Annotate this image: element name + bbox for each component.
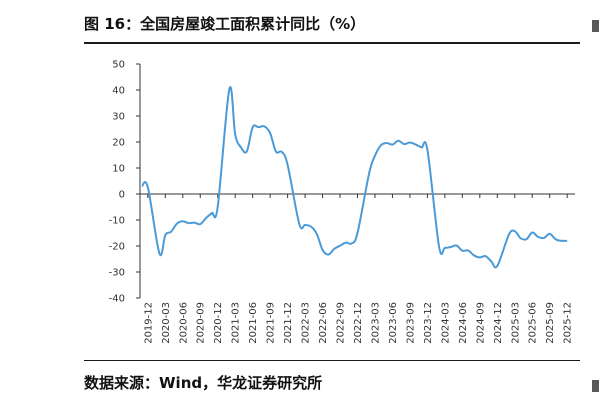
- figure-title: 图 16：全国房屋竣工面积累计同比（%）: [84, 15, 366, 33]
- y-tick-label: 40: [112, 86, 125, 97]
- x-tick-label: 2023-09: [405, 302, 416, 344]
- x-tick-label: 2023-03: [370, 302, 381, 344]
- y-tick-label: 20: [112, 138, 125, 149]
- x-tick-label: 2025-06: [528, 302, 539, 344]
- x-tick-label: 2019-12: [143, 302, 154, 344]
- figure-source: 数据来源：Wind，华龙证券研究所: [84, 374, 323, 392]
- x-tick-label: 2022-03: [301, 302, 312, 344]
- x-tick-label: 2020-12: [213, 302, 224, 344]
- y-tick-label: -20: [109, 242, 125, 253]
- x-tick-label: 2024-09: [475, 302, 486, 344]
- x-tick-label: 2025-03: [510, 302, 521, 344]
- x-tick-label: 2021-12: [283, 302, 294, 344]
- y-tick-label: 10: [112, 164, 125, 175]
- x-tick-label: 2020-09: [196, 302, 207, 344]
- x-tick-label: 2023-06: [388, 302, 399, 344]
- y-axis: 50 40 30 20 10 0 -10 -20 -30 -40: [109, 60, 141, 305]
- x-tick-label: 2022-09: [336, 302, 347, 344]
- x-tick-label: 2021-03: [231, 302, 242, 344]
- title-rule: [84, 42, 580, 44]
- y-tick-label: 0: [119, 190, 125, 201]
- x-axis: 2019-12 2020-03 2020-06 2020-09 2020-12 2021-…: [140, 193, 575, 344]
- y-tick-label: -40: [109, 294, 125, 305]
- x-tick-label: 2024-06: [458, 302, 469, 344]
- y-tick-label: 50: [112, 60, 125, 71]
- edge-mark-top: [592, 20, 599, 32]
- x-tick-label: 2022-06: [318, 302, 329, 344]
- x-tick-label: 2025-09: [545, 302, 556, 344]
- y-tick-label: 30: [112, 112, 125, 123]
- x-tick-label: 2025-12: [563, 302, 574, 344]
- x-tick-label: 2022-12: [353, 302, 364, 344]
- x-tick-label: 2023-12: [423, 302, 434, 344]
- x-tick-label: 2021-06: [248, 302, 259, 344]
- x-tick-label: 2020-03: [161, 302, 172, 344]
- y-tick-label: -30: [109, 268, 125, 279]
- series-layer: [141, 86, 568, 269]
- series-line: [141, 86, 568, 269]
- x-tick-label: 2020-06: [178, 302, 189, 344]
- x-tick-label: 2024-12: [493, 302, 504, 344]
- footer-rule: [84, 360, 580, 361]
- y-tick-label: -10: [109, 216, 125, 227]
- edge-mark-bottom: [592, 380, 599, 392]
- x-tick-label: 2021-09: [266, 302, 277, 344]
- x-tick-label: 2024-03: [440, 302, 451, 344]
